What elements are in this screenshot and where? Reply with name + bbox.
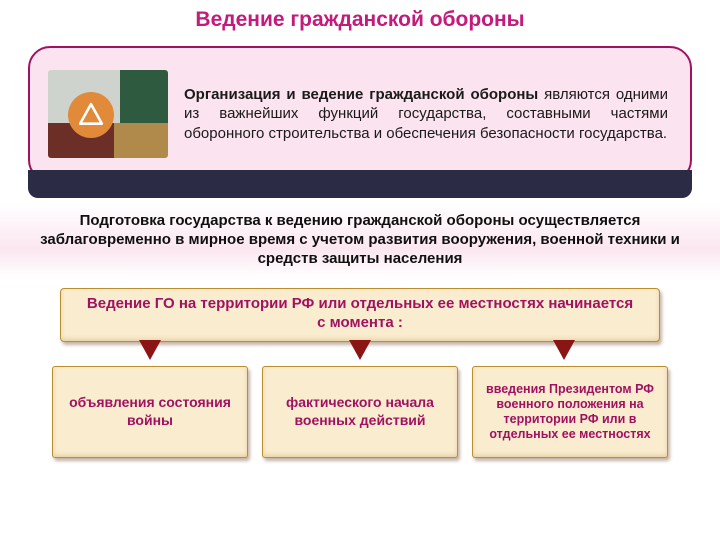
- pointer-icon: [349, 340, 371, 360]
- trigger-boxes: объявления состояния войны фактического …: [52, 366, 668, 458]
- pointer-row: [60, 342, 660, 364]
- decorative-strip: [28, 170, 692, 198]
- pointer-icon: [139, 340, 161, 360]
- intro-text-bold: Организация и ведение гражданской оборон…: [184, 86, 538, 103]
- intro-text: Организация и ведение гражданской оборон…: [184, 85, 668, 144]
- page-title: Ведение гражданской обороны: [0, 0, 720, 32]
- pointer-icon: [553, 340, 575, 360]
- trigger-box: объявления состояния войны: [52, 366, 248, 458]
- intro-image: [48, 70, 168, 158]
- civil-defense-badge-icon: [68, 92, 114, 138]
- trigger-box: фактического начала военных действий: [262, 366, 458, 458]
- preparation-statement: Подготовка государства к ведению граждан…: [0, 204, 720, 278]
- trigger-header: Ведение ГО на территории РФ или отдельны…: [60, 288, 660, 342]
- trigger-box: введения Президентом РФ военного положен…: [472, 366, 668, 458]
- intro-panel: Организация и ведение гражданской оборон…: [28, 46, 692, 182]
